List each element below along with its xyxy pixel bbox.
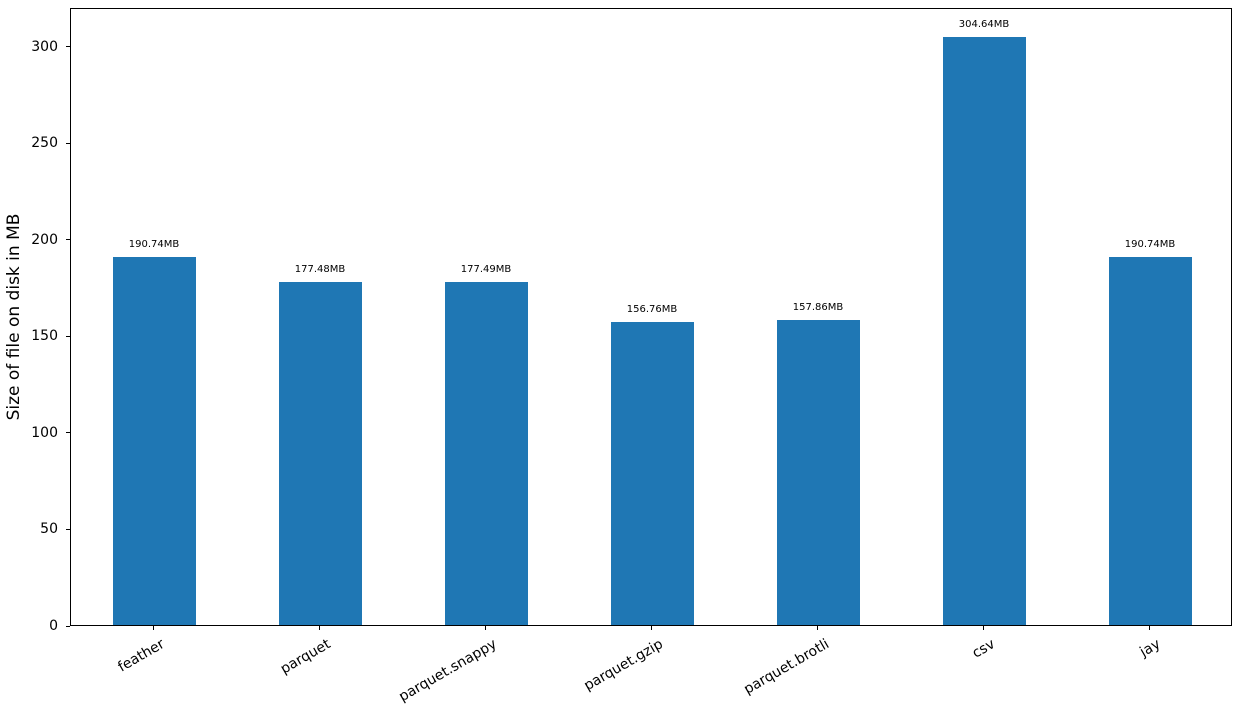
bar-value-label: 157.86MB [792,302,844,314]
x-tick-mark [816,626,818,630]
y-tick-label: 50 [40,521,58,538]
bars-layer: 190.74MB 177.48MB 177.49MB 156.76MB 157.86MB… [71,9,1231,625]
bar-value-label: 177.49MB [460,264,512,276]
y-tick-label: 100 [31,424,58,441]
bar-value-label: 190.74MB [128,238,180,250]
y-tick-label: 300 [31,38,58,55]
bar-value-label: 304.64MB [958,18,1010,30]
x-tick-mark [484,626,486,630]
x-tick-mark [982,626,984,630]
bar-value-label: 156.76MB [626,304,678,316]
x-tick-label-parquet: parquet [278,636,334,678]
x-tick-mark [650,626,652,630]
bar-feather [112,256,196,625]
y-tick-label: 250 [31,135,58,152]
x-tick-label-jay: jay [1137,636,1164,661]
x-tick-mark [1148,626,1150,630]
bar-parquet.snappy [444,282,528,625]
bar-value-label: 177.48MB [294,264,346,276]
x-tick-label-feather: feather [115,636,168,676]
y-tick-label: 0 [49,618,58,634]
x-tick-mark [152,626,154,630]
y-axis-title: Size of file on disk in MB [4,213,24,421]
x-tick-label-parquet.gzip: parquet.gzip [581,636,666,695]
x-tick-label-parquet.snappy: parquet.snappy [396,636,500,706]
bar-value-label: 190.74MB [1124,238,1176,250]
bar-csv [942,36,1026,625]
x-tick-label-parquet.brotli: parquet.brotli [740,636,832,698]
bar-parquet.gzip [610,322,694,625]
plot-area: 190.74MB 177.48MB 177.49MB 156.76MB 157.86MB… [70,8,1232,626]
bar-jay [1108,256,1192,625]
bar-parquet.brotli [776,320,860,625]
bar-parquet [278,282,362,625]
x-tick-mark [318,626,320,630]
x-tick-label-csv: csv [969,636,998,662]
